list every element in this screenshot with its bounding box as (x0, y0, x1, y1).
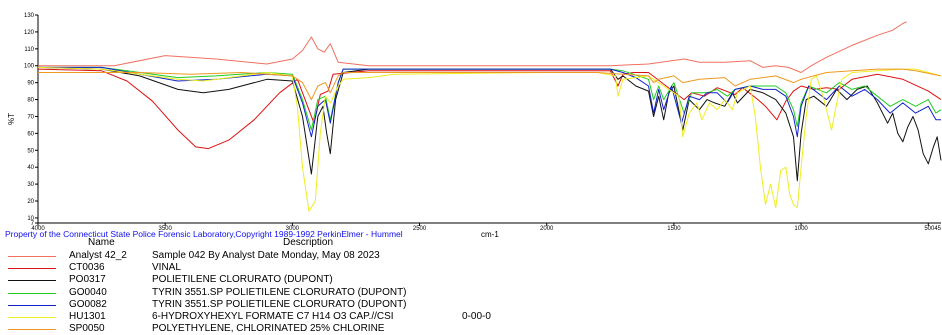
series-line-sp0050 (38, 68, 942, 101)
legend-item: CT0036 VINAL (0, 262, 942, 274)
legend: Analyst 42_2 Sample 042 By Analyst Date M… (0, 250, 942, 335)
legend-item: SP0050 POLYETHYLENE, CHLORINATED 25% CHLO… (0, 323, 942, 335)
legend-description: TYRIN 3551.SP POLIETILENE CLORURATO (DUP… (152, 298, 407, 310)
x-axis-label: cm-1 (481, 230, 499, 239)
series-line-po0317 (37, 66, 942, 182)
legend-name: HU1301 (69, 310, 106, 322)
legend-name: PO0317 (69, 274, 106, 286)
y-tick-label: 40 (27, 165, 34, 171)
x-tick-label: 2500 (413, 226, 427, 230)
y-axis-label: %T (7, 113, 16, 125)
legend-swatch (8, 268, 56, 270)
x-tick-label: 2000 (540, 226, 554, 230)
series-line-go0040 (38, 66, 942, 131)
legend-item: GO0040 TYRIN 3551.SP POLIETILENE CLORURAT… (0, 287, 942, 299)
legend-description: TYRIN 3551.SP POLIETILENE CLORURATO (DUP… (152, 286, 407, 298)
y-tick-label: 110 (24, 47, 34, 53)
y-tick-label: 130 (24, 13, 35, 19)
legend-extra: 0-00-0 (462, 310, 491, 322)
x-tick-label: 3000 (286, 226, 300, 230)
y-tick-label: 7 (31, 221, 35, 227)
legend-swatch (8, 329, 56, 331)
y-tick-label: 20 (27, 199, 34, 205)
y-tick-label: 30 (27, 182, 34, 188)
legend-name: SP0050 (69, 323, 105, 335)
legend-header-name: Name (88, 237, 115, 248)
legend-name: Analyst 42_2 (69, 250, 127, 261)
y-tick-label: 120 (24, 30, 35, 36)
y-tick-label: 80 (27, 98, 34, 104)
y-tick-label: 100 (24, 64, 35, 70)
series-line-ct0036 (37, 68, 942, 150)
x-tick-label: 50045 (924, 226, 941, 230)
legend-header-description: Description (283, 237, 334, 248)
series-line-analyst-42-2 (38, 21, 907, 73)
legend-item: HU1301 6-HYDROXYHEXYL FORMATE C7 H14 O3 C… (0, 311, 942, 323)
legend-item: Analyst 42_2 Sample 042 By Analyst Date M… (0, 250, 942, 262)
legend-swatch (8, 292, 56, 294)
x-tick-label: 3500 (159, 226, 173, 230)
y-tick-label: 70 (27, 114, 34, 120)
x-tick-label: 1500 (667, 226, 681, 230)
credit-text: Property of the Connecticut State Police… (5, 229, 403, 239)
y-tick-label: 60 (27, 131, 34, 137)
legend-swatch (8, 280, 56, 282)
ir-spectrum-chart: 710 20 30 40 50 60 70 80 90 100 110 120 130 4000 3500 3… (7, 13, 942, 230)
series-layer (37, 21, 942, 212)
legend-description: POLYETHYLENE, CHLORINATED 25% CHLORINE (152, 323, 385, 335)
legend-name: CT0036 (69, 262, 105, 274)
series-line-go0082 (38, 66, 941, 138)
chart-axes: 710 20 30 40 50 60 70 80 90 100 110 120 130 4000 3500 3… (7, 13, 942, 230)
legend-swatch (8, 304, 56, 306)
y-tick-label: 90 (27, 81, 34, 87)
y-tick-label: 50 (27, 148, 34, 154)
legend-description: 6-HYDROXYHEXYL FORMATE C7 H14 O3 CAP.//C… (152, 310, 394, 322)
x-tick-label: 1000 (794, 226, 808, 230)
legend-description: VINAL (152, 262, 181, 274)
legend-swatch (8, 316, 56, 318)
series-line-hu1301 (37, 66, 942, 212)
legend-swatch (8, 256, 56, 257)
legend-name: GO0040 (69, 286, 107, 298)
x-tick-label: 4000 (31, 226, 45, 230)
legend-description: POLIETILENE CLORURATO (DUPONT) (152, 274, 333, 286)
legend-name: GO0082 (69, 298, 107, 310)
legend-description: Sample 042 By Analyst Date Monday, May 0… (152, 250, 380, 261)
legend-item: GO0082 TYRIN 3551.SP POLIETILENE CLORURAT… (0, 299, 942, 311)
legend-item: PO0317 POLIETILENE CLORURATO (DUPONT) (0, 274, 942, 286)
y-tick-label: 10 (27, 216, 34, 222)
